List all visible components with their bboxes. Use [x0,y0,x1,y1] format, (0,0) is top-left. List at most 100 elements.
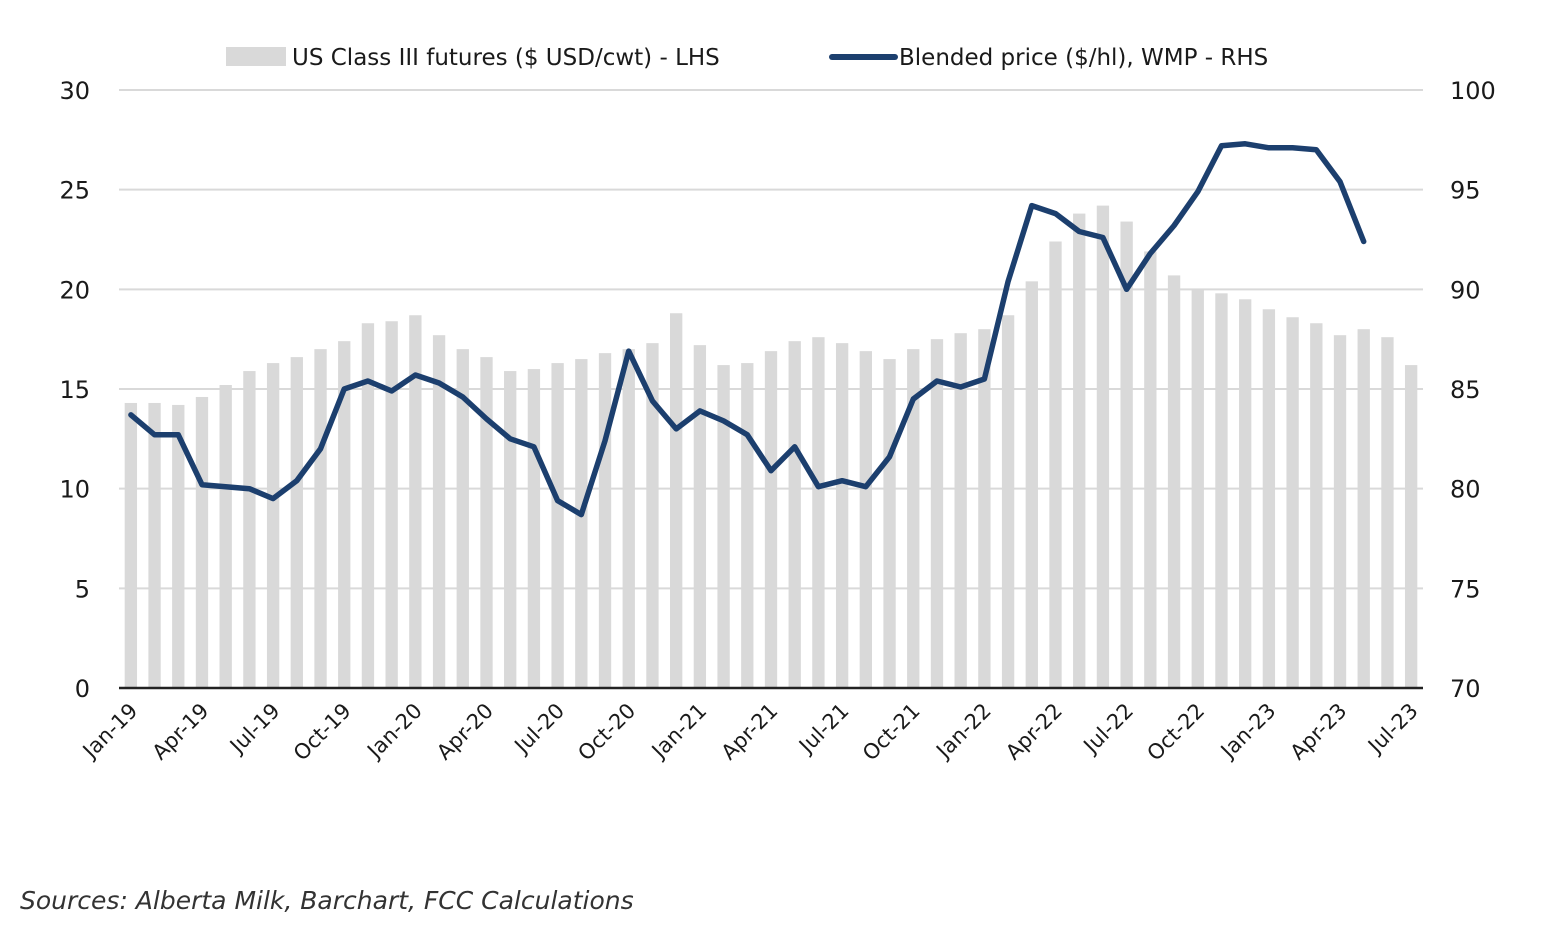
right-tick-label: 75 [1450,575,1481,603]
source-note: Sources: Alberta Milk, Barchart, FCC Cal… [20,886,634,915]
bar [409,315,422,688]
bar [859,351,873,688]
left-tick-label: 20 [59,276,90,304]
bar [646,343,659,688]
bar [978,329,991,688]
x-tick-label: Jan-21 [646,699,712,765]
bar [243,371,256,688]
legend-swatch-bars [226,47,286,66]
bar [361,323,375,688]
bar [124,402,138,688]
bar [1333,335,1347,688]
line-path [128,141,1367,518]
x-tick-label: Jan-22 [930,699,996,765]
bar [622,349,635,688]
bar [1120,221,1133,688]
bar [551,363,564,688]
left-tick-label: 0 [75,675,90,703]
bar [266,363,280,688]
bar [741,363,754,688]
bar [504,371,517,688]
bar [1215,293,1228,688]
x-tick-label: Jul-22 [1078,699,1139,760]
x-tick-label: Jul-19 [224,699,285,760]
bar [717,365,730,688]
x-tick-label: Apr-20 [432,699,498,765]
bar [1025,281,1038,688]
bar [1191,289,1204,688]
bar [1381,337,1394,688]
bar [314,349,327,688]
bar [1239,299,1252,688]
left-tick-label: 5 [75,575,90,603]
bar [172,404,185,688]
x-tick-label: Oct-21 [858,699,925,766]
bar [456,349,469,688]
bar [1286,317,1299,688]
bar [1262,309,1276,688]
left-tick-label: 25 [59,177,90,205]
bar [338,341,351,688]
bar [1001,315,1015,688]
x-tick-label: Jan-20 [361,699,427,765]
right-axis: 70 75 80 85 90 95 100 [1450,77,1496,703]
bar [788,341,801,688]
bar [148,402,161,688]
bar [930,339,944,688]
line-series [128,141,1367,518]
x-tick-label: Apr-21 [717,699,783,765]
bar [598,353,612,688]
bar [527,369,541,688]
x-tick-label: Jan-23 [1215,699,1281,765]
left-tick-label: 30 [59,77,90,105]
right-tick-label: 70 [1450,675,1481,703]
x-tick-label: Oct-19 [289,699,356,766]
bar [1096,205,1110,688]
bar [385,321,398,688]
bar [954,333,967,688]
right-tick-label: 100 [1450,77,1496,105]
x-tick-label: Apr-19 [148,699,214,765]
bar [290,357,303,688]
combo-chart: US Class III futures ($ USD/cwt) - LHS B… [59,45,1496,766]
x-axis: Jan-19 Apr-19 Jul-19 Oct-19 Jan-20 Apr-20 Jul-… [77,699,1423,766]
right-tick-label: 80 [1450,476,1481,504]
x-tick-label: Jul-20 [509,699,570,760]
bar [432,335,446,688]
bar [883,359,896,688]
bar [480,357,493,688]
legend: US Class III futures ($ USD/cwt) - LHS B… [226,45,1268,71]
bar [669,313,683,688]
bar [219,385,232,688]
x-tick-label: Oct-22 [1142,699,1209,766]
left-tick-label: 15 [59,376,90,404]
bar [812,337,825,688]
bar [1404,365,1418,688]
x-tick-label: Apr-22 [1001,699,1067,765]
right-tick-label: 85 [1450,376,1481,404]
bar [693,345,707,688]
bar [1310,323,1323,688]
bar [195,396,209,688]
bar [1144,251,1157,688]
bar-series [124,205,1418,688]
right-tick-label: 90 [1450,276,1481,304]
bar [1049,241,1062,688]
x-tick-label: Jul-21 [793,699,854,760]
bar [907,349,920,688]
x-tick-label: Jan-19 [77,699,143,765]
x-tick-label: Oct-20 [573,699,640,766]
bar [1167,275,1181,688]
x-tick-label: Jul-23 [1362,699,1423,760]
bar [835,343,849,688]
bar [1357,329,1370,688]
legend-label-bars: US Class III futures ($ USD/cwt) - LHS [292,45,720,71]
left-tick-label: 10 [59,476,90,504]
left-axis: 0 5 10 15 20 25 30 [59,77,90,703]
bar [1073,213,1086,688]
right-tick-label: 95 [1450,177,1481,205]
x-tick-label: Apr-23 [1286,699,1352,765]
legend-label-line: Blended price ($/hl), WMP - RHS [899,45,1268,71]
bar [764,351,778,688]
bar [575,359,588,688]
